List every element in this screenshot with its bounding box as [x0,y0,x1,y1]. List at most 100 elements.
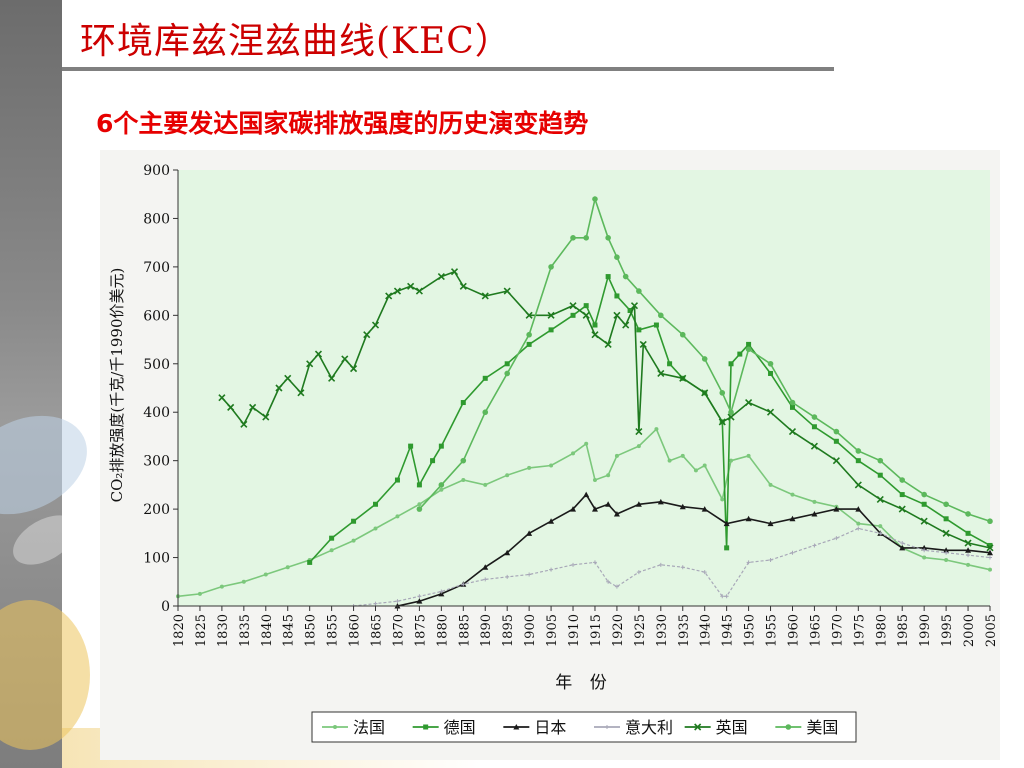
data-point-德国 [548,327,554,333]
data-point-意大利 [966,553,971,558]
data-point-日本 [921,544,928,551]
data-point-法国 [856,521,861,526]
data-point-美国 [811,414,818,420]
data-point-美国 [614,254,620,260]
data-point-德国 [965,530,971,536]
data-point-美国 [701,356,708,362]
data-point-英国 [218,394,226,402]
x-tick-label: 1955 [765,614,780,647]
data-point-美国 [482,409,489,416]
series-line-意大利 [353,527,991,607]
data-point-德国 [307,559,313,565]
series-line-英国 [221,270,991,549]
data-point-意大利 [878,531,883,536]
data-point-意大利 [724,594,729,599]
x-tick-label: 1835 [238,614,253,647]
data-point-法国 [790,492,795,497]
data-point-英国 [876,495,884,503]
data-point-英国 [635,428,643,436]
x-tick-label: 1850 [304,614,319,647]
x-tick-label: 1915 [589,614,604,647]
data-point-德国 [460,400,466,406]
data-point-意大利 [768,557,773,562]
data-point-日本 [679,503,686,510]
data-point-英国 [727,413,735,421]
data-point-意大利 [944,550,949,555]
legend-swatch-marker [423,724,429,730]
plot-area [178,170,990,606]
data-point-法国 [944,557,949,562]
data-point-德国 [583,303,589,309]
data-point-德国 [921,501,927,507]
data-point-意大利 [527,572,532,577]
data-point-法国 [263,572,268,577]
chart-panel: 0 100 200 300 400 500 600 700 800 900 1820 1825 1830… [100,150,1000,760]
x-tick-label: 1965 [808,614,823,647]
data-point-德国 [877,472,883,478]
data-point-法国 [571,451,576,456]
x-tick-label: 1840 [260,614,275,647]
data-point-法国 [461,478,466,483]
data-point-日本 [482,564,489,570]
data-point-德国 [724,545,730,551]
data-point-法国 [592,478,597,483]
data-point-英国 [591,331,599,339]
data-point-法国 [373,526,378,531]
data-point-法国 [702,463,707,468]
data-point-日本 [723,520,730,527]
data-point-法国 [241,579,246,584]
data-point-美国 [548,264,554,270]
data-point-英国 [622,321,630,329]
data-point-德国 [351,518,357,524]
x-tick-label: 1905 [545,614,560,647]
data-point-英国 [306,360,314,368]
data-point-美国 [583,235,589,241]
data-point-英国 [745,398,753,407]
data-point-英国 [385,292,393,300]
data-point-英国 [832,457,840,465]
data-point-意大利 [483,577,488,582]
data-point-意大利 [680,565,685,570]
data-point-英国 [766,408,775,416]
data-point-德国 [653,322,659,328]
data-point-德国 [728,361,734,367]
x-tick-label: 1960 [786,614,801,647]
data-point-美国 [570,235,576,241]
data-point-法国 [584,441,589,446]
x-tick-label: 1880 [435,614,450,647]
data-point-法国 [285,565,290,570]
x-tick-label: 1985 [896,614,911,647]
y-tick-label: 800 [143,211,170,227]
data-point-法国 [606,473,611,478]
data-point-美国 [460,457,467,464]
data-point-德国 [899,492,905,498]
data-point-日本 [548,518,555,524]
legend-label: 日本 [534,718,566,737]
data-point-法国 [197,591,202,596]
legend-box [311,711,857,743]
data-point-意大利 [461,582,466,587]
data-point-德国 [855,458,861,464]
data-point-美国 [438,482,445,488]
data-point-英国 [249,403,257,411]
data-point-英国 [604,340,612,348]
data-point-日本 [570,506,577,512]
x-tick-label: 1895 [501,614,516,647]
data-point-日本 [416,598,423,604]
data-point-德国 [408,443,414,449]
left-decorative-band [0,0,103,768]
data-point-德国 [627,307,633,313]
data-point-英国 [262,413,270,421]
data-point-德国 [789,404,795,410]
x-tick-label: 1855 [326,614,341,647]
data-point-美国 [789,399,796,406]
data-point-意大利 [790,550,795,555]
y-tick-label: 700 [143,260,170,276]
data-point-英国 [657,369,665,378]
data-point-法国 [878,524,883,529]
data-point-日本 [613,510,620,517]
data-point-英国 [284,374,292,382]
data-point-美国 [745,346,752,353]
y-tick-label: 900 [143,163,170,179]
data-point-法国 [720,497,725,502]
